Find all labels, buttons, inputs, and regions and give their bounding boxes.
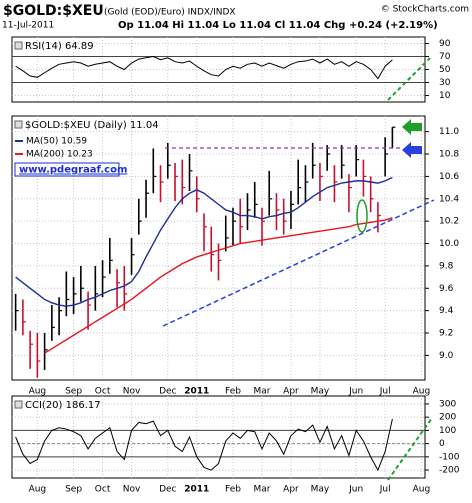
y-tick-label: 9.6: [439, 284, 454, 294]
y-tick-label: -100: [439, 452, 460, 462]
y-tick-label: -200: [439, 466, 460, 476]
description: (Gold (EOD)/Euro) INDX/INDX: [104, 8, 236, 18]
x-tick-label: Aug: [29, 387, 47, 397]
y-tick-label: 9.4: [439, 306, 454, 316]
y-tick-label: 9.2: [439, 329, 453, 339]
panel-title: RSI(14) 64.89: [25, 41, 94, 52]
x-tick-label: May: [311, 485, 330, 495]
y-tick-label: 9.8: [439, 261, 454, 271]
indicator-line: [15, 55, 393, 80]
moving-average: [15, 176, 393, 307]
support-trendline: [162, 199, 435, 327]
x-tick-label: Apr: [283, 387, 299, 397]
title-icon: [14, 400, 23, 409]
x-tick-label: Apr: [283, 485, 299, 495]
x-tick-label: Aug: [413, 485, 431, 495]
legend-label: MA(200) 10.23: [26, 150, 93, 160]
y-tick-label: 10.0: [439, 239, 459, 249]
y-tick-label: 9.0: [439, 351, 454, 361]
x-tick-label: Dec: [159, 387, 176, 397]
rsi-trendline: [387, 57, 431, 101]
x-tick-label: Aug: [413, 387, 431, 397]
copyright: © StockCharts.com: [381, 5, 469, 15]
blue-arrow: [402, 142, 422, 158]
x-tick-label: Jun: [348, 485, 363, 495]
x-tick-label: Sep: [65, 387, 82, 397]
panel-title: CCI(20) 186.17: [25, 400, 101, 411]
highlight-ellipse: [356, 199, 368, 233]
x-tick-label: May: [311, 387, 330, 397]
y-tick-label: 200: [439, 413, 456, 423]
y-tick-label: 30: [439, 78, 451, 88]
watermark: www.pdegraaf.com: [19, 165, 127, 176]
y-tick-label: 0: [439, 439, 445, 449]
cci-trendline: [387, 417, 433, 481]
x-tick-label: Sep: [65, 485, 82, 495]
panel-title: $GOLD:$XEU (Daily) 11.04: [25, 120, 159, 131]
x-tick-label: Jul: [379, 485, 391, 495]
x-tick-label: Oct: [95, 485, 111, 495]
y-tick-label: 100: [439, 426, 456, 436]
legend-label: MA(50) 10.59: [26, 137, 87, 147]
y-tick-label: 10: [439, 91, 451, 101]
x-tick-label: Mar: [253, 485, 270, 495]
x-tick-label: Feb: [225, 387, 241, 397]
moving-average: [44, 217, 393, 354]
x-tick-label: Nov: [123, 387, 141, 397]
x-tick-label: Jul: [379, 387, 391, 397]
date: 11-Jul-2011: [2, 21, 54, 31]
x-tick-label: Dec: [159, 485, 176, 495]
x-tick-label: Nov: [123, 485, 141, 495]
plot-area: 10 30 50 70 90 RSI(14) 64.89 9.0 9.2 9.4 9.6 9.8 10…: [11, 36, 460, 495]
quote: Op 11.04 Hi 11.04 Lo 11.04 Cl 11.04 Chg …: [118, 20, 438, 31]
y-tick-label: 70: [439, 52, 451, 62]
x-tick-label: Aug: [29, 485, 47, 495]
y-tick-label: 10.4: [439, 194, 459, 204]
title-icon: [14, 120, 23, 129]
x-tick-label: 2011: [184, 485, 209, 495]
y-tick-label: 300: [439, 399, 456, 409]
y-tick-label: 10.8: [439, 150, 459, 160]
watermark-box: [14, 162, 120, 177]
y-tick-label: 50: [439, 65, 451, 75]
y-tick-label: 10.6: [439, 172, 459, 182]
x-tick-label: Oct: [95, 387, 111, 397]
x-tick-label: 2011: [184, 387, 209, 397]
x-tick-label: Jun: [348, 387, 363, 397]
y-tick-label: 10.2: [439, 217, 459, 227]
symbol: $GOLD:$XEU: [3, 3, 104, 19]
panel-frame: [11, 395, 426, 479]
y-tick-label: 90: [439, 39, 451, 49]
x-tick-label: Feb: [225, 485, 241, 495]
x-tick-label: Mar: [253, 387, 270, 397]
indicator-line: [15, 418, 393, 472]
green-arrow: [402, 119, 422, 135]
title-icon: [14, 41, 23, 50]
y-tick-label: 11.0: [439, 127, 459, 137]
